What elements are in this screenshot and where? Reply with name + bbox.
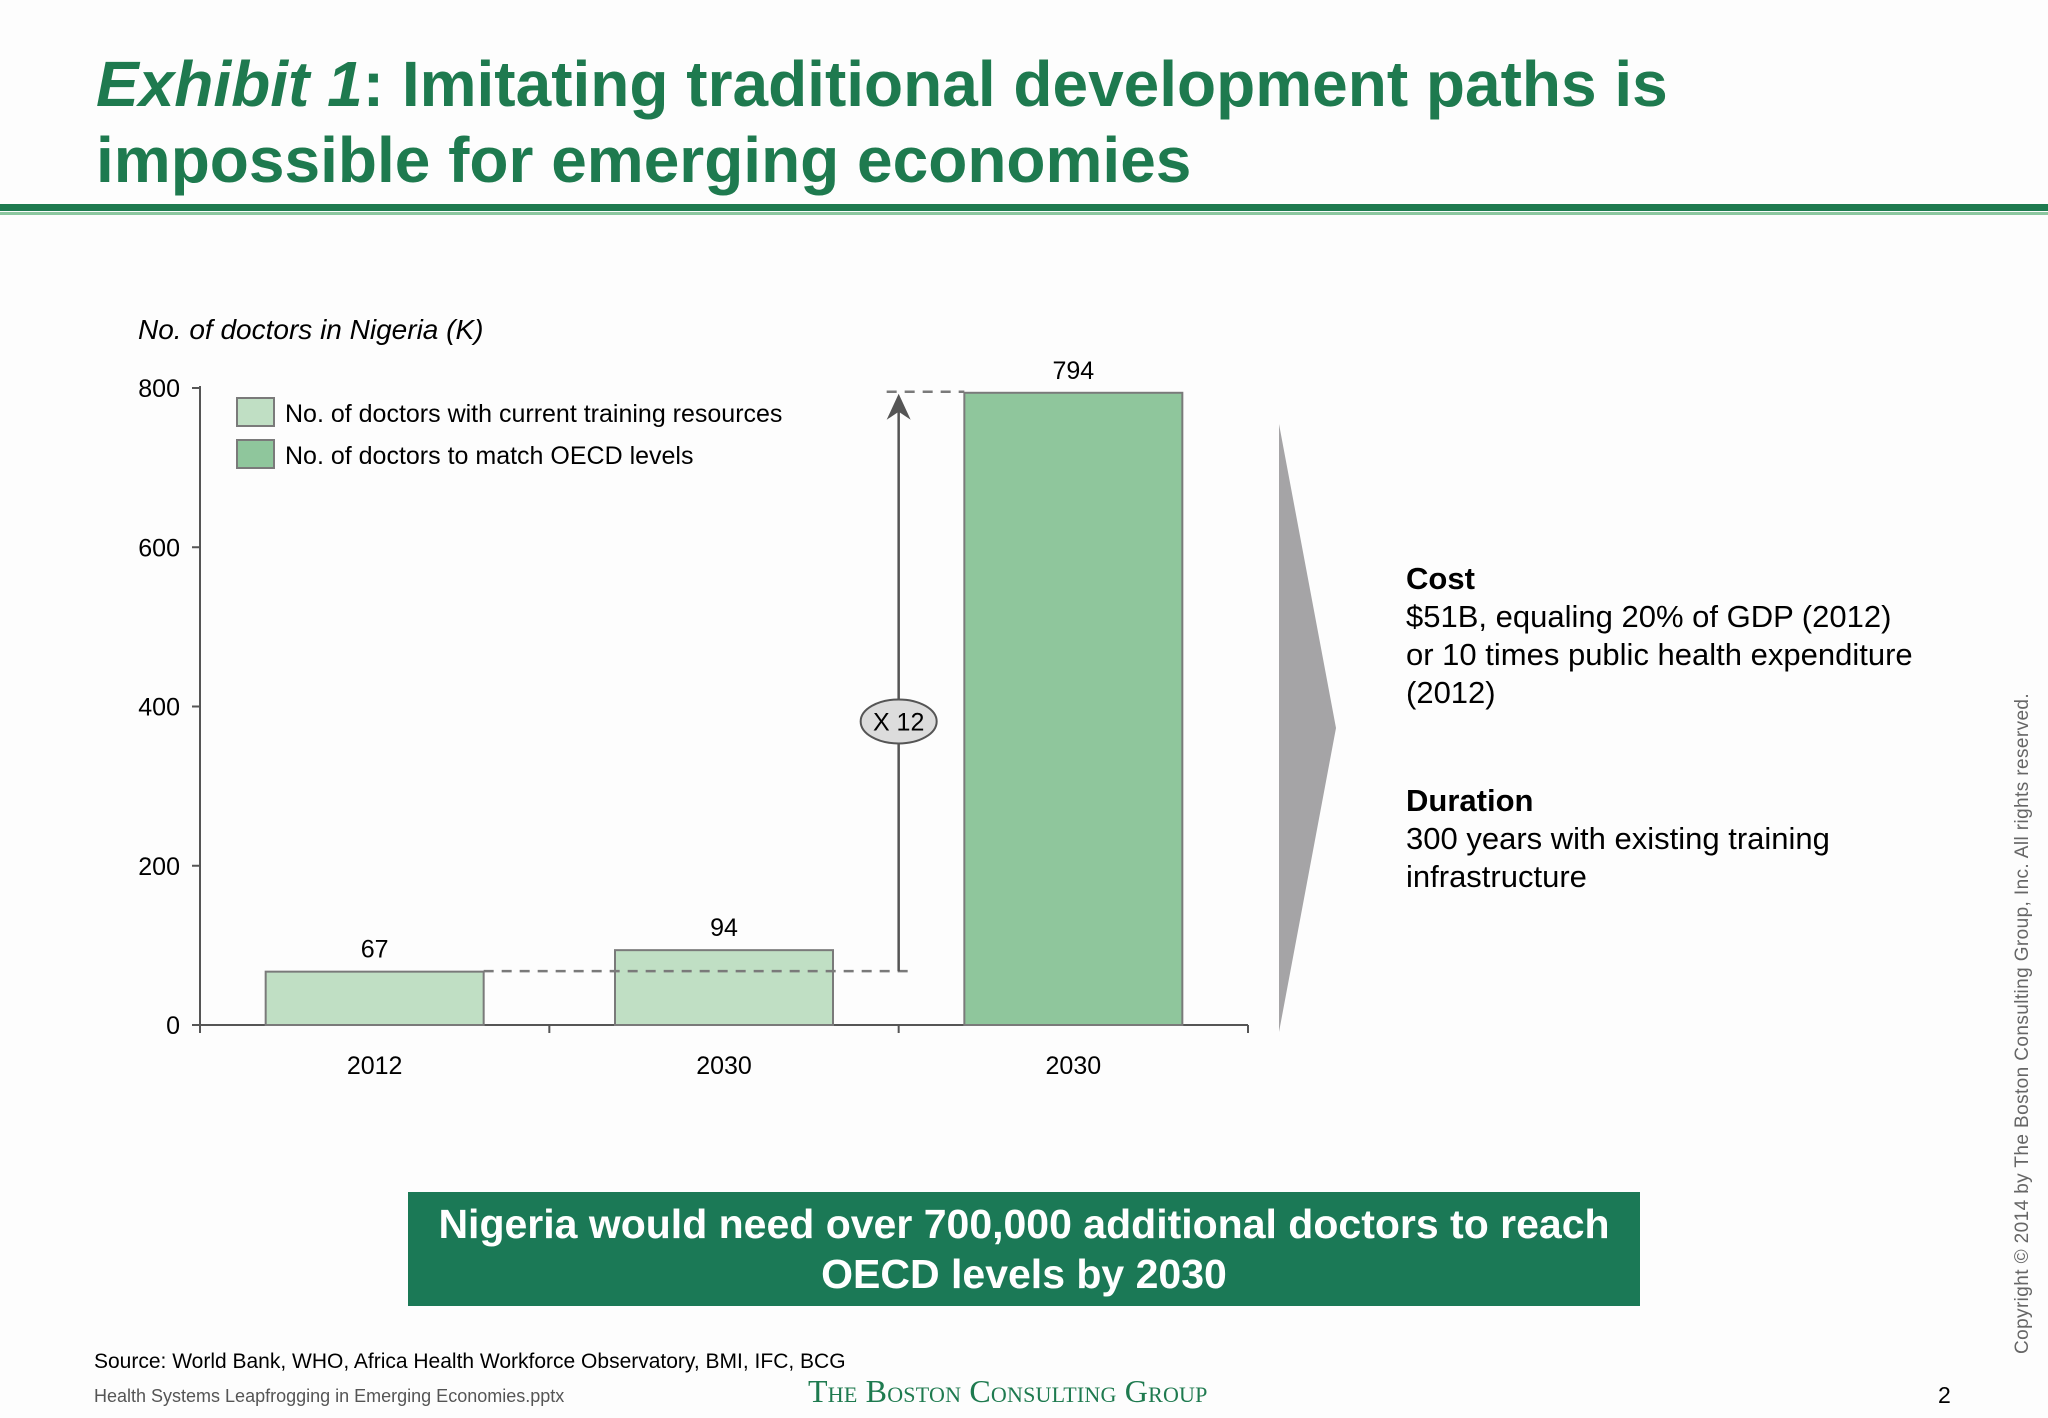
file-name: Health Systems Leapfrogging in Emerging …: [94, 1386, 565, 1406]
multiplier-badge: [859, 698, 938, 745]
cost-block: Cost $51B, equaling 20% of GDP (2012) or…: [1406, 560, 1926, 712]
duration-block: Duration 300 years with existing trainin…: [1406, 782, 1926, 896]
chart-title: No. of doctors in Nigeria (K): [138, 314, 484, 345]
x-tick-label: 2030: [1046, 1052, 1102, 1080]
page-number: 2: [1938, 1382, 1951, 1408]
chart-annotations: X 12: [483, 390, 965, 973]
exhibit-label: Exhibit 1: [96, 48, 363, 120]
duration-heading: Duration: [1406, 783, 1534, 818]
title-rule: [0, 204, 2048, 211]
x-tick-label: 2012: [347, 1052, 403, 1080]
y-tick-label: 0: [166, 1012, 180, 1040]
arrow-up-icon: [886, 393, 911, 420]
key-takeaway-callout: Nigeria would need over 700,000 addition…: [408, 1192, 1640, 1306]
multiplier-label: X 12: [873, 708, 924, 736]
duration-body: 300 years with existing training infrast…: [1406, 821, 1830, 894]
x-tick-label: 2030: [696, 1052, 752, 1080]
bar: [614, 949, 834, 1027]
cost-body: $51B, equaling 20% of GDP (2012) or 10 t…: [1406, 599, 1913, 710]
y-tick-label: 800: [138, 375, 180, 403]
bar: [264, 970, 485, 1026]
bar-value-label: 67: [361, 936, 389, 964]
chevron-right-icon: [1279, 424, 1336, 1032]
y-tick-label: 600: [138, 534, 180, 562]
bar-value-label: 794: [1052, 357, 1094, 385]
chart-bars: [264, 391, 1184, 1027]
chart-labels: 67 2012 94 2030 794 2030: [347, 357, 1101, 1080]
legend-swatch: [236, 439, 275, 469]
slide-title: Exhibit 1: Imitating traditional develop…: [96, 46, 1946, 198]
legend-swatch: [236, 397, 275, 427]
y-tick-label: 400: [138, 694, 180, 722]
title-text: : Imitating traditional development path…: [96, 48, 1668, 196]
y-tick-label: 200: [138, 853, 180, 881]
bar: [963, 391, 1184, 1026]
bar-value-label: 94: [710, 914, 738, 942]
company-logo: The Boston Consulting Group: [808, 1373, 1208, 1409]
cost-heading: Cost: [1406, 561, 1475, 596]
legend-label: No. of doctors to match OECD levels: [285, 442, 693, 470]
chart-legend: No. of doctors with current training res…: [236, 397, 782, 470]
legend-label: No. of doctors with current training res…: [285, 400, 782, 428]
copyright-notice: Copyright © 2014 by The Boston Consultin…: [2012, 692, 2033, 1354]
title-rule-accent: [0, 212, 2048, 215]
source-note: Source: World Bank, WHO, Africa Health W…: [94, 1350, 846, 1373]
